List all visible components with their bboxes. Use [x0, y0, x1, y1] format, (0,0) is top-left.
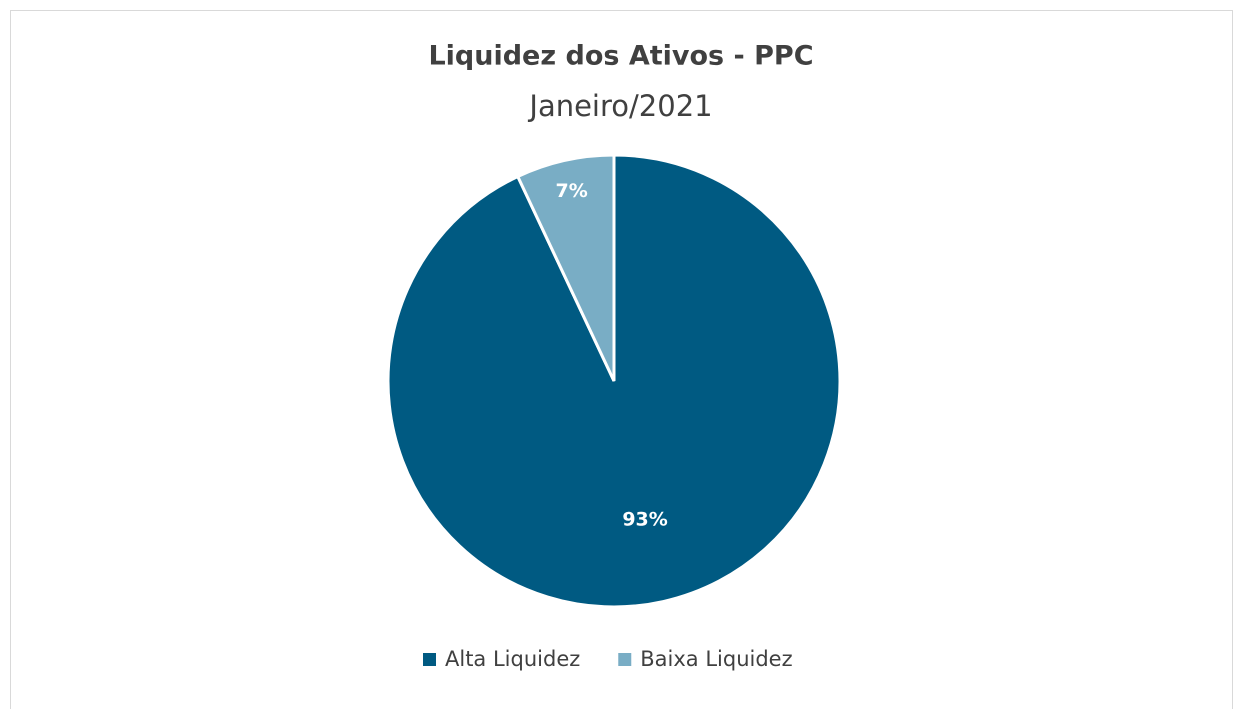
pie-slice — [515, 153, 616, 382]
legend-label: Alta Liquidez — [445, 647, 580, 671]
chart-title: Liquidez dos Ativos - PPC — [428, 41, 813, 72]
data-label: 7% — [555, 180, 587, 202]
legend-swatch — [423, 653, 436, 666]
data-label: 93% — [622, 508, 667, 530]
legend-swatch — [618, 653, 632, 666]
chart-subtitle: Janeiro/2021 — [527, 89, 712, 123]
legend-label: Baixa Liquidez — [640, 647, 792, 671]
